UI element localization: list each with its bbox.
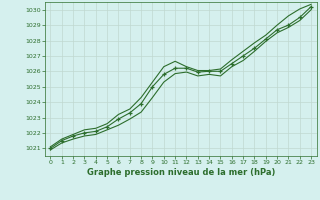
X-axis label: Graphe pression niveau de la mer (hPa): Graphe pression niveau de la mer (hPa)	[87, 168, 275, 177]
